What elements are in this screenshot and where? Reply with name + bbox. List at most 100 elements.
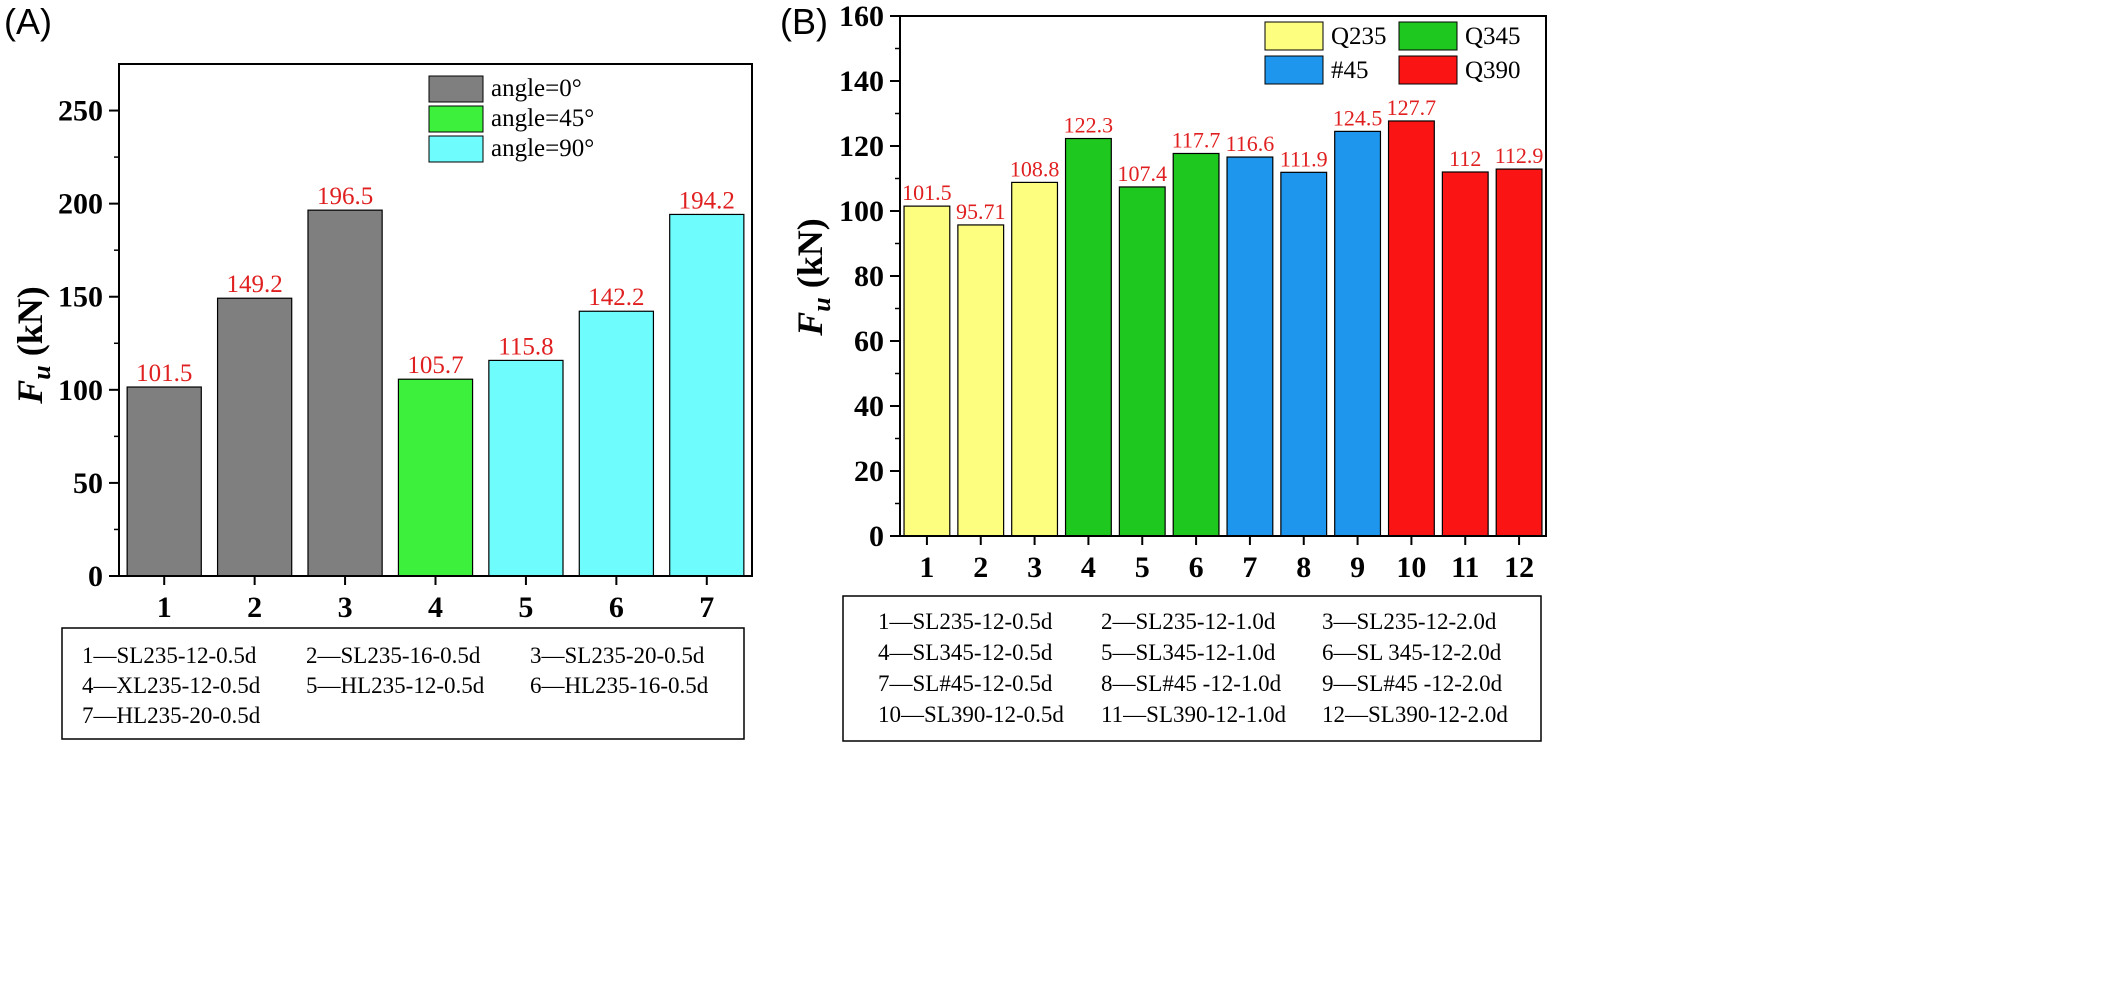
specimen-key-item: 11—SL390-12-1.0d [1101, 702, 1287, 727]
panel-b-specimen-key: 1—SL235-12-0.5d 2—SL235-12-1.0d 3—SL235-12… [842, 595, 1542, 742]
specimen-key-item: 3—SL235-12-2.0d [1322, 609, 1497, 634]
specimen-key-item: 7—HL235-20-0.5d [82, 703, 261, 728]
legend-label: Q390 [1465, 57, 1521, 84]
bar-2 [957, 224, 1005, 537]
panel-b-plot-frame [899, 15, 1547, 537]
bar-12 [1495, 168, 1543, 537]
data-label-5: 107.4 [1118, 161, 1168, 186]
y-tick-label: 80 [854, 260, 884, 293]
y-tick-label: 0 [88, 560, 103, 593]
data-label-2: 149.2 [227, 271, 283, 298]
data-label-8: 111.9 [1280, 146, 1328, 171]
bar-6 [578, 310, 655, 577]
legend-label: angle=0° [491, 75, 582, 102]
specimen-key-item: 2—SL235-12-1.0d [1101, 609, 1276, 634]
x-tick-label: 5 [1135, 551, 1150, 584]
data-label-6: 117.7 [1172, 127, 1221, 152]
x-tick-label: 7 [699, 591, 714, 624]
bar-9 [1334, 130, 1382, 537]
bar-11 [1441, 171, 1489, 537]
y-tick-label: 20 [854, 455, 884, 488]
bar-1 [126, 386, 202, 577]
specimen-key-item: 1—SL235-12-0.5d [82, 643, 257, 668]
specimen-key-item: 10—SL390-12-0.5d [878, 702, 1064, 727]
y-tick-label: 150 [58, 281, 103, 314]
panel-a-y-axis-label: Fu (kN) [10, 286, 56, 404]
specimen-key-item: 7—SL#45-12-0.5d [878, 671, 1053, 696]
bar-3 [1011, 181, 1059, 537]
data-label-9: 124.5 [1333, 105, 1383, 130]
x-tick-label: 2 [973, 551, 988, 584]
y-tick-label: 40 [854, 390, 884, 423]
y-tick-label: 0 [869, 520, 884, 553]
panel-a-chart: (A) Fu (kN) 0 50 100 150 200 250 1 2 3 4 5 6 7 101.5… [4, 1, 753, 740]
x-tick-label: 1 [157, 591, 172, 624]
legend-label: Q235 [1331, 23, 1387, 50]
panel-b-y-axis-label: Fu (kN) [790, 218, 836, 336]
bar-6 [1172, 152, 1220, 537]
x-tick-label: 3 [1027, 551, 1042, 584]
y-tick-label: 50 [73, 467, 103, 500]
y-tick-label: 60 [854, 325, 884, 358]
data-label-7: 116.6 [1226, 131, 1275, 156]
data-label-11: 112 [1449, 146, 1481, 171]
y-tick-label: 160 [839, 0, 884, 33]
data-label-3: 196.5 [317, 183, 373, 210]
x-tick-label: 8 [1296, 551, 1311, 584]
x-tick-label: 2 [247, 591, 262, 624]
specimen-key-item: 12—SL390-12-2.0d [1322, 702, 1508, 727]
bar-2 [216, 297, 293, 577]
specimen-key-item: 5—HL235-12-0.5d [306, 673, 485, 698]
legend-label: angle=45° [491, 105, 594, 132]
y-tick-label: 100 [58, 374, 103, 407]
panel-a-specimen-key: 1—SL235-12-0.5d 2—SL235-16-0.5d 3—SL235-20… [61, 627, 745, 740]
specimen-key-item: 6—SL 345-12-2.0d [1322, 640, 1502, 665]
bar-4 [1064, 137, 1112, 537]
specimen-key-item: 9—SL#45 -12-2.0d [1322, 671, 1503, 696]
x-tick-label: 3 [338, 591, 353, 624]
legend-label: Q345 [1465, 23, 1521, 50]
legend-swatch [428, 135, 484, 163]
data-label-1: 101.5 [902, 180, 952, 205]
panel-a-label: (A) [4, 1, 52, 42]
legend-swatch [1264, 55, 1324, 85]
data-label-3: 108.8 [1010, 156, 1060, 181]
y-tick-label: 100 [839, 195, 884, 228]
x-tick-label: 1 [919, 551, 934, 584]
specimen-key-item: 5—SL345-12-1.0d [1101, 640, 1276, 665]
panel-b-key-box [842, 595, 1542, 742]
y-tick-label: 140 [839, 65, 884, 98]
legend-label: angle=90° [491, 135, 594, 162]
specimen-key-item: 2—SL235-16-0.5d [306, 643, 481, 668]
data-label-12: 112.9 [1495, 143, 1544, 168]
data-label-10: 127.7 [1387, 95, 1437, 120]
legend-swatch [1398, 21, 1458, 51]
data-label-4: 105.7 [407, 352, 463, 379]
x-tick-label: 9 [1350, 551, 1365, 584]
data-label-6: 142.2 [588, 284, 644, 311]
panel-a-plot-frame [118, 63, 753, 577]
legend-label: #45 [1331, 57, 1369, 84]
panel-a-legend: angle=0° angle=45° angle=90° [428, 75, 594, 163]
x-tick-label: 4 [428, 591, 443, 624]
bar-4 [397, 378, 474, 577]
legend-swatch [1398, 55, 1458, 85]
specimen-key-item: 3—SL235-20-0.5d [530, 643, 705, 668]
bar-7 [669, 213, 745, 577]
data-label-7: 194.2 [679, 187, 735, 214]
data-label-2: 95.71 [956, 199, 1006, 224]
bar-8 [1280, 171, 1328, 537]
x-tick-label: 10 [1396, 551, 1426, 584]
specimen-key-item: 8—SL#45 -12-1.0d [1101, 671, 1282, 696]
x-tick-label: 5 [518, 591, 533, 624]
y-tick-label: 120 [839, 130, 884, 163]
x-tick-label: 7 [1242, 551, 1257, 584]
y-tick-label: 250 [58, 95, 103, 128]
specimen-key-item: 6—HL235-16-0.5d [530, 673, 709, 698]
bar-7 [1226, 156, 1274, 537]
x-tick-label: 6 [609, 591, 624, 624]
legend-swatch [428, 75, 484, 103]
data-label-5: 115.8 [498, 333, 553, 360]
x-tick-label: 12 [1504, 551, 1534, 584]
